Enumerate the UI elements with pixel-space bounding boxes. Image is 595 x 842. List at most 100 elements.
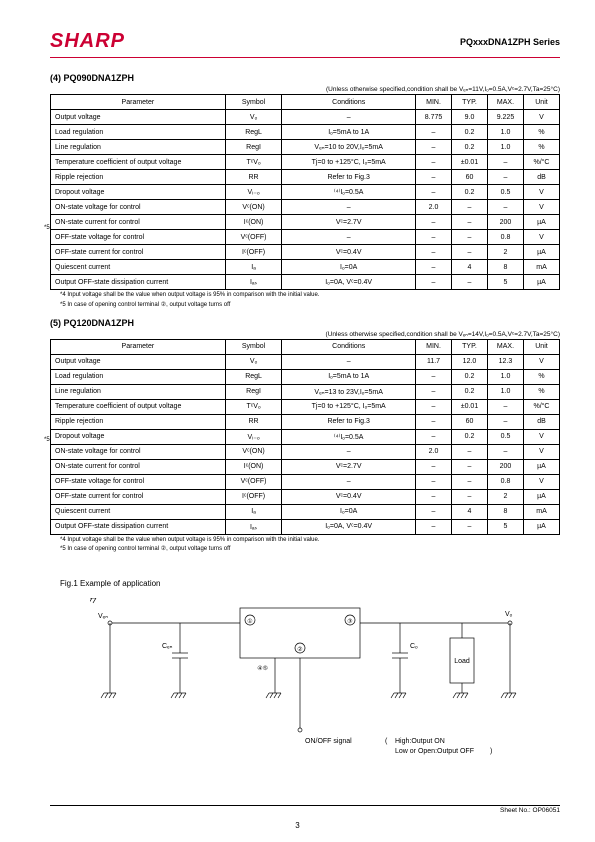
table-cell: 0.2 <box>452 429 488 444</box>
table-cell: mA <box>523 504 559 519</box>
table-cell: Tj=0 to +125°C, Iₒ=5mA <box>282 155 416 170</box>
table-cell: – <box>452 230 488 245</box>
col-header: MAX. <box>487 339 523 354</box>
table-cell: Line regulation <box>51 140 226 155</box>
col-header: Parameter <box>51 95 226 110</box>
table-cell: Vᶜ=2.7V <box>282 459 416 474</box>
svg-text:(: ( <box>385 738 388 745</box>
table-cell: – <box>416 275 452 290</box>
table-row: Quiescent currentIₐIₒ=0A–48mA <box>51 260 560 275</box>
table-cell: dB <box>523 414 559 429</box>
table-cell: – <box>452 215 488 230</box>
table-cell: V <box>523 200 559 215</box>
table-row: Output OFF-state dissipation currentIₐₛI… <box>51 275 560 290</box>
section4-footnote1: *4 Input voltage shall be the value when… <box>60 292 560 300</box>
table-cell: – <box>487 399 523 414</box>
table-cell: – <box>416 245 452 260</box>
table-cell: – <box>487 200 523 215</box>
table-row: Output voltageVₒ–11.712.012.3V <box>51 354 560 369</box>
col-header: Conditions <box>282 95 416 110</box>
table-row: Load regulationRegLIₒ=5mA to 1A–0.21.0% <box>51 125 560 140</box>
table-cell: Refer to Fig.3 <box>282 170 416 185</box>
col-header: MIN. <box>416 339 452 354</box>
table-cell: ⁽⁴⁾Iₒ=0.5A <box>282 185 416 200</box>
col-header: MIN. <box>416 95 452 110</box>
table-cell: Vᶜ(ON) <box>225 444 282 459</box>
section4-footnote2: *5 In case of opening control terminal ②… <box>60 302 560 310</box>
table-row: Line regulationRegIVₑₙ=13 to 23V,Iₒ=5mA–… <box>51 384 560 399</box>
table-cell: V <box>523 444 559 459</box>
table-cell: 0.2 <box>452 384 488 399</box>
col-header: Conditions <box>282 339 416 354</box>
table-row: ON-state current for controlIᶜ(ON)Vᶜ=2.7… <box>51 215 560 230</box>
table-cell: Iₒ=5mA to 1A <box>282 125 416 140</box>
table-cell: Iₒ=0A, Vᶜ=0.4V <box>282 275 416 290</box>
table-cell: Vᶜ(OFF) <box>225 230 282 245</box>
table-cell: – <box>416 140 452 155</box>
table-cell: Dropout voltage <box>51 429 226 444</box>
table-row: Quiescent currentIₐIₒ=0A–48mA <box>51 504 560 519</box>
table-cell: Output OFF-state dissipation current <box>51 275 226 290</box>
section5-footnote1: *4 Input voltage shall be the value when… <box>60 537 560 545</box>
table-cell: 0.2 <box>452 369 488 384</box>
table-cell: – <box>487 444 523 459</box>
table-cell: ON-state voltage for control <box>51 200 226 215</box>
table-cell: ON-state voltage for control <box>51 444 226 459</box>
table-cell: – <box>452 444 488 459</box>
table-cell: – <box>452 245 488 260</box>
table-cell: Output voltage <box>51 354 226 369</box>
table-row: Dropout voltageVᵢ₋ₒ⁽⁴⁾Iₒ=0.5A–0.20.5V <box>51 185 560 200</box>
table-cell: % <box>523 384 559 399</box>
table-cell: 4 <box>452 260 488 275</box>
table-cell: – <box>452 474 488 489</box>
table-cell: Tj=0 to +125°C, Iₒ=5mA <box>282 399 416 414</box>
table-cell: – <box>282 444 416 459</box>
co-label: Cₒ <box>410 643 418 650</box>
bottom-rule <box>50 805 560 806</box>
table-cell: V <box>523 429 559 444</box>
table-cell: – <box>416 125 452 140</box>
table-cell: Quiescent current <box>51 504 226 519</box>
table-cell: ON-state current for control <box>51 459 226 474</box>
sharp-logo: SHARP <box>50 30 125 53</box>
table-cell: 1.0 <box>487 125 523 140</box>
svg-text:Low or Open:Output OFF: Low or Open:Output OFF <box>395 748 474 755</box>
table-cell: %/°C <box>523 399 559 414</box>
table-cell: ON-state current for control <box>51 215 226 230</box>
svg-text:High:Output ON: High:Output ON <box>395 738 445 745</box>
table-cell: – <box>452 200 488 215</box>
table-cell: – <box>452 489 488 504</box>
table-cell: Temperature coefficient of output voltag… <box>51 155 226 170</box>
table-cell: Iₐₛ <box>225 275 282 290</box>
table-row: ON-state voltage for controlVᶜ(ON)–2.0––… <box>51 444 560 459</box>
table-cell: 8.775 <box>416 110 452 125</box>
table-row: OFF-state current for controlIᶜ(OFF)Vᶜ=0… <box>51 489 560 504</box>
table-cell: RR <box>225 170 282 185</box>
table-cell: Output voltage <box>51 110 226 125</box>
page-number: 3 <box>295 821 299 830</box>
table-cell: Iₒ=0A, Vᶜ=0.4V <box>282 519 416 534</box>
table-cell: 5 <box>487 519 523 534</box>
table-cell: – <box>282 230 416 245</box>
table-cell: 0.5 <box>487 185 523 200</box>
table-cell: V <box>523 110 559 125</box>
table-cell: % <box>523 369 559 384</box>
col-header: TYP. <box>452 339 488 354</box>
table-cell: V <box>523 185 559 200</box>
table-cell: Iᶜ(ON) <box>225 215 282 230</box>
section5-footnote2: *5 In case of opening control terminal ②… <box>60 546 560 554</box>
sheet-number: Sheet No.: OP06051 <box>500 807 560 814</box>
table-cell: – <box>452 459 488 474</box>
vo-label: Vₒ <box>505 611 513 618</box>
spec-table-4: ParameterSymbolConditionsMIN.TYP.MAX.Uni… <box>50 94 560 290</box>
table-cell: Load regulation <box>51 369 226 384</box>
table-row: Ripple rejectionRRRefer to Fig.3–60–dB <box>51 170 560 185</box>
table-cell: – <box>416 369 452 384</box>
table-cell: – <box>416 155 452 170</box>
load-label: Load <box>454 658 470 665</box>
table-cell: Vₒ <box>225 110 282 125</box>
table-row: OFF-state current for controlIᶜ(OFF)Vᶜ=0… <box>51 245 560 260</box>
table-cell: – <box>416 399 452 414</box>
table-cell: – <box>416 459 452 474</box>
figure-title: Fig.1 Example of application <box>60 579 560 588</box>
